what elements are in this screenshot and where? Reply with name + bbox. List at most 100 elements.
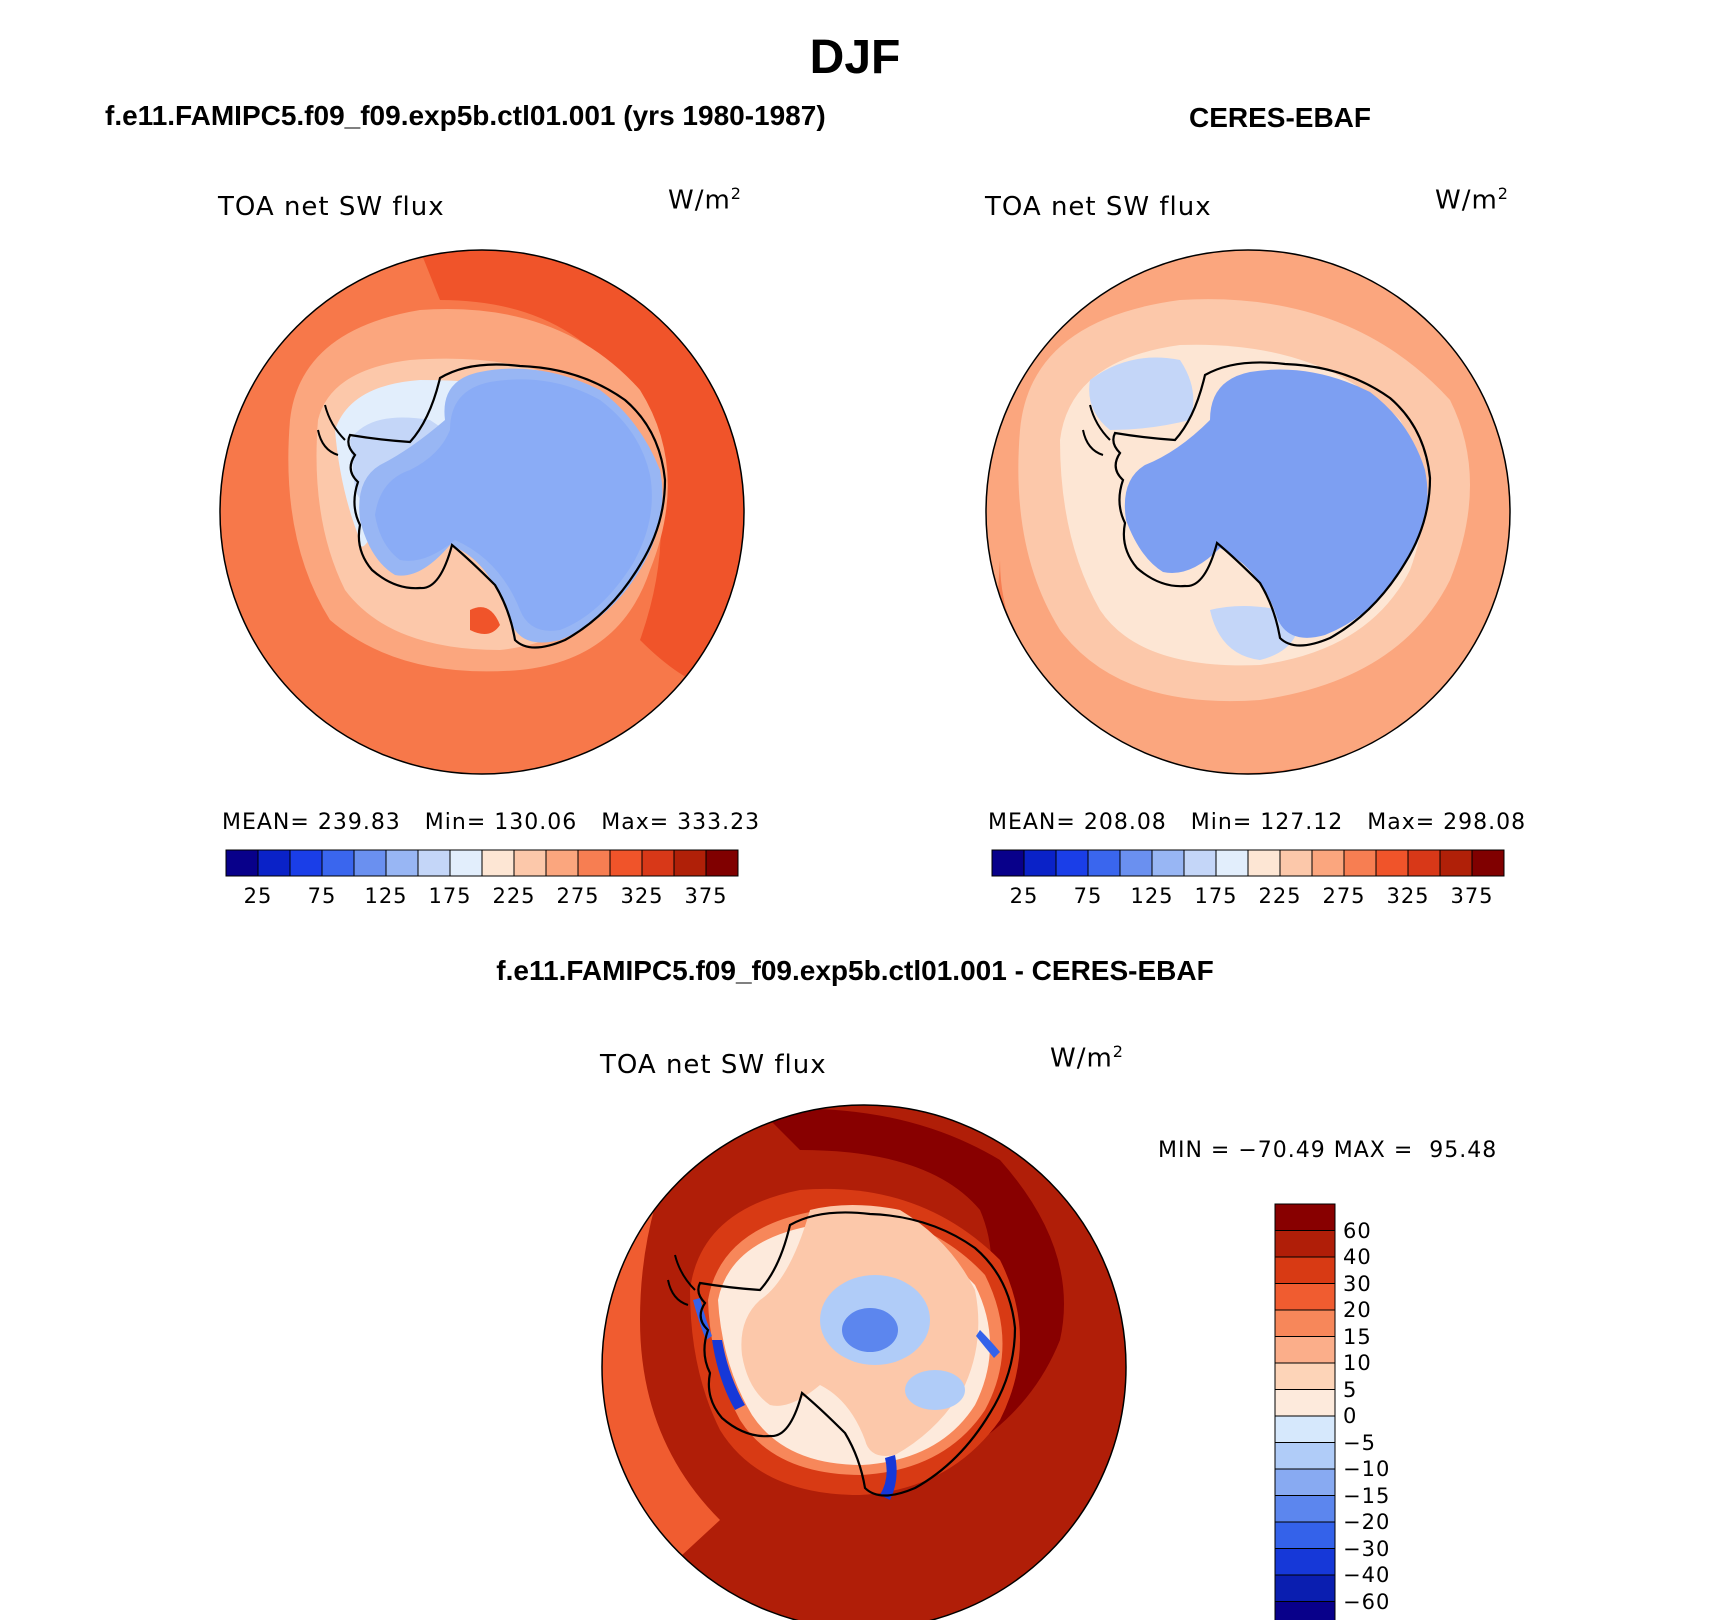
diff-colorbar-label: 40 (1343, 1245, 1372, 1269)
diff-colorbar-swatch (1274, 1389, 1336, 1417)
obs-colorbar-swatch (1215, 849, 1249, 877)
model-colorbar-label: 275 (556, 884, 600, 908)
model-variable-label: TOA net SW flux (218, 192, 445, 222)
obs-variable-label: TOA net SW flux (985, 192, 1212, 222)
obs-colorbar-swatch (1279, 849, 1313, 877)
obs-colorbar-swatch (1087, 849, 1121, 877)
obs-colorbar-swatch (1407, 849, 1441, 877)
diff-colorbar-swatch (1274, 1574, 1336, 1602)
diff-units-label: W/m2 (1050, 1042, 1124, 1074)
diff-panel-title: f.e11.FAMIPC5.f09_f09.exp5b.ctl01.001 - … (496, 955, 1214, 986)
obs-colorbar-swatch (991, 849, 1025, 877)
figure-title: DJF (809, 31, 901, 84)
diff-colorbar-label: −15 (1343, 1483, 1391, 1508)
diff-colorbar-swatch (1274, 1521, 1336, 1549)
obs-colorbar-label: 275 (1322, 884, 1366, 908)
model-colorbar-swatch (417, 849, 451, 877)
diff-colorbar-swatch (1274, 1442, 1336, 1470)
diff-colorbar-swatch (1274, 1495, 1336, 1523)
model-colorbar-swatch (545, 849, 579, 877)
obs-colorbar-label: 75 (1073, 884, 1103, 908)
model-colorbar-label: 375 (684, 884, 728, 908)
model-colorbar-label: 225 (492, 884, 536, 908)
model-colorbar-swatch (385, 849, 419, 877)
diff-colorbar-label: 60 (1343, 1218, 1372, 1243)
model-colorbar-swatch (705, 849, 739, 877)
diff-stats: MIN = −70.49 MAX = 95.48 (1158, 1138, 1498, 1163)
model-colorbar (225, 849, 739, 877)
diff-map (602, 1105, 1126, 1620)
obs-stats: MEAN= 208.08 Min= 127.12 Max= 298.08 (988, 810, 1527, 835)
diff-colorbar-swatch (1274, 1283, 1336, 1311)
diff-colorbar-label: −30 (1343, 1536, 1391, 1561)
obs-map (986, 250, 1510, 774)
diff-colorbar-label: 0 (1343, 1404, 1358, 1428)
diff-colorbar-swatch (1274, 1468, 1336, 1496)
diff-colorbar-swatch (1274, 1548, 1336, 1576)
obs-colorbar-swatch (1023, 849, 1057, 877)
model-colorbar-label: 125 (364, 884, 408, 908)
obs-colorbar-label: 175 (1194, 884, 1238, 908)
diff-colorbar-swatch (1274, 1309, 1336, 1337)
diff-colorbar-label: 5 (1343, 1377, 1358, 1402)
model-colorbar-swatch (225, 849, 259, 877)
obs-colorbar (991, 849, 1505, 877)
obs-colorbar-swatch (1439, 849, 1473, 877)
model-colorbar-swatch (641, 849, 675, 877)
obs-colorbar-swatch (1311, 849, 1345, 877)
model-colorbar-label: 325 (620, 884, 664, 908)
model-map-border (219, 249, 745, 775)
obs-colorbar-swatch (1471, 849, 1505, 877)
obs-colorbar-label: 225 (1258, 884, 1302, 908)
diff-colorbar-swatch (1274, 1230, 1336, 1258)
model-colorbar-label: 175 (428, 884, 472, 908)
diff-colorbar-swatch (1274, 1256, 1336, 1284)
diff-colorbar-label: 30 (1343, 1271, 1372, 1296)
model-colorbar-swatch (481, 849, 515, 877)
model-colorbar-swatch (577, 849, 611, 877)
obs-map-border (985, 249, 1511, 775)
obs-colorbar-label: 325 (1386, 884, 1430, 908)
diff-colorbar-label: 10 (1343, 1351, 1372, 1375)
diff-colorbar-label: −40 (1343, 1563, 1391, 1587)
model-colorbar-label: 25 (243, 884, 273, 908)
model-colorbar-swatch (257, 849, 291, 877)
diff-colorbar-swatch (1274, 1362, 1336, 1390)
obs-colorbar-label: 125 (1130, 884, 1174, 908)
obs-panel-title: CERES-EBAF (1188, 102, 1371, 133)
model-colorbar-swatch (353, 849, 387, 877)
model-colorbar-label: 75 (307, 884, 337, 908)
diff-variable-label: TOA net SW flux (600, 1050, 827, 1080)
model-panel-title: f.e11.FAMIPC5.f09_f09.exp5b.ctl01.001 (y… (105, 100, 826, 131)
diff-colorbar-swatch (1274, 1336, 1336, 1364)
diff-colorbar-label: −60 (1343, 1589, 1391, 1614)
obs-colorbar-swatch (1247, 849, 1281, 877)
diff-colorbar-label: −5 (1343, 1430, 1376, 1455)
obs-colorbar-swatch (1343, 849, 1377, 877)
obs-colorbar-label: 25 (1009, 884, 1039, 908)
diff-colorbar-label: 20 (1343, 1298, 1372, 1322)
obs-colorbar-swatch (1119, 849, 1153, 877)
diff-colorbar (1274, 1203, 1336, 1620)
diff-colorbar-swatch (1274, 1203, 1336, 1231)
obs-units-label: W/m2 (1435, 184, 1509, 216)
diff-colorbar-swatch (1274, 1415, 1336, 1443)
model-colorbar-swatch (673, 849, 707, 877)
diff-colorbar-label: 15 (1343, 1324, 1372, 1349)
obs-colorbar-swatch (1183, 849, 1217, 877)
model-colorbar-swatch (289, 849, 323, 877)
diff-colorbar-label: −20 (1343, 1510, 1391, 1534)
obs-colorbar-swatch (1151, 849, 1185, 877)
model-map (220, 250, 744, 774)
model-colorbar-swatch (321, 849, 355, 877)
model-colorbar-swatch (449, 849, 483, 877)
obs-colorbar-label: 375 (1450, 884, 1494, 908)
obs-colorbar-swatch (1375, 849, 1409, 877)
model-stats: MEAN= 239.83 Min= 130.06 Max= 333.23 (222, 810, 761, 835)
diff-map-border (601, 1104, 1127, 1620)
obs-colorbar-swatch (1055, 849, 1089, 877)
diff-colorbar-label: −10 (1343, 1457, 1391, 1481)
model-colorbar-swatch (609, 849, 643, 877)
model-units-label: W/m2 (668, 184, 742, 216)
